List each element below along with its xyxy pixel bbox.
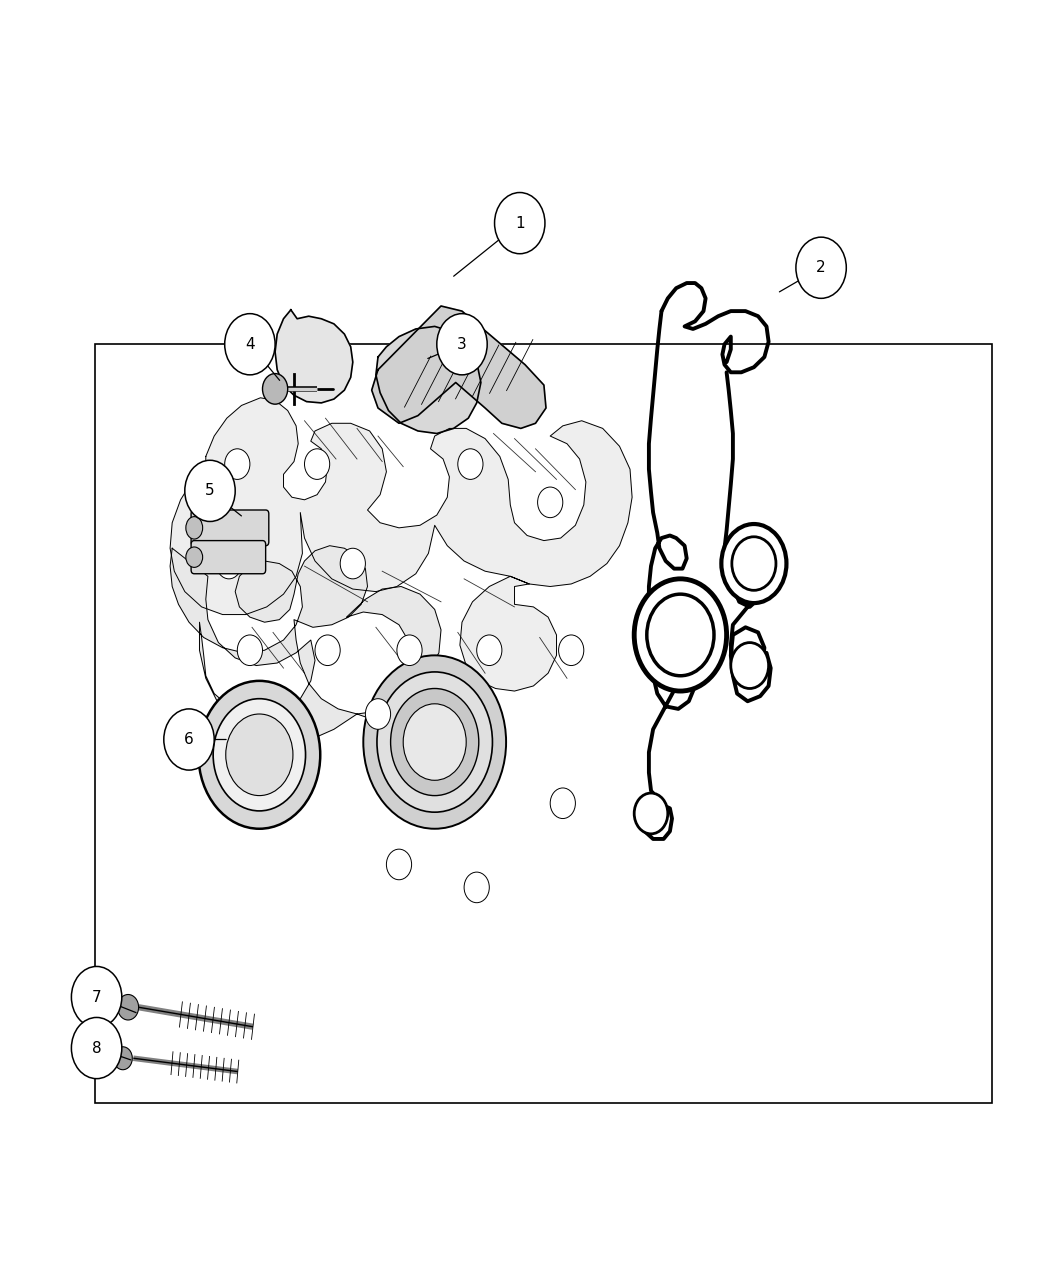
Text: 4: 4 xyxy=(245,337,255,352)
Circle shape xyxy=(363,655,506,829)
Circle shape xyxy=(71,966,122,1028)
FancyBboxPatch shape xyxy=(191,510,269,546)
Circle shape xyxy=(262,374,288,404)
Circle shape xyxy=(403,704,466,780)
Circle shape xyxy=(386,849,412,880)
Circle shape xyxy=(796,237,846,298)
Bar xyxy=(94,344,992,1103)
Circle shape xyxy=(437,314,487,375)
Text: 8: 8 xyxy=(91,1040,102,1056)
Polygon shape xyxy=(170,398,632,691)
Text: 3: 3 xyxy=(457,337,467,352)
Circle shape xyxy=(340,548,365,579)
Circle shape xyxy=(477,635,502,666)
Ellipse shape xyxy=(186,547,203,567)
Circle shape xyxy=(391,688,479,796)
Polygon shape xyxy=(372,306,546,428)
Circle shape xyxy=(164,709,214,770)
Circle shape xyxy=(464,872,489,903)
Circle shape xyxy=(647,594,714,676)
Circle shape xyxy=(634,793,668,834)
Text: 2: 2 xyxy=(816,260,826,275)
Circle shape xyxy=(721,524,786,603)
Text: 5: 5 xyxy=(205,483,215,499)
Circle shape xyxy=(550,788,575,819)
Circle shape xyxy=(304,449,330,479)
Circle shape xyxy=(71,1017,122,1079)
Polygon shape xyxy=(170,546,489,808)
FancyBboxPatch shape xyxy=(191,541,266,574)
Circle shape xyxy=(198,681,320,829)
Text: 7: 7 xyxy=(91,989,102,1005)
Circle shape xyxy=(377,672,492,812)
Text: 6: 6 xyxy=(184,732,194,747)
Circle shape xyxy=(559,635,584,666)
Circle shape xyxy=(315,635,340,666)
Polygon shape xyxy=(275,310,353,403)
Circle shape xyxy=(225,314,275,375)
Circle shape xyxy=(118,994,139,1020)
Circle shape xyxy=(538,487,563,518)
Circle shape xyxy=(365,699,391,729)
Circle shape xyxy=(225,449,250,479)
Text: 1: 1 xyxy=(514,215,525,231)
Circle shape xyxy=(216,548,242,579)
Circle shape xyxy=(226,714,293,796)
Circle shape xyxy=(397,635,422,666)
Circle shape xyxy=(634,579,727,691)
Circle shape xyxy=(185,460,235,521)
Circle shape xyxy=(213,699,306,811)
Circle shape xyxy=(731,643,769,689)
Polygon shape xyxy=(376,326,481,434)
Circle shape xyxy=(495,193,545,254)
Ellipse shape xyxy=(186,516,203,539)
Circle shape xyxy=(732,537,776,590)
Circle shape xyxy=(237,635,262,666)
Circle shape xyxy=(458,449,483,479)
Circle shape xyxy=(113,1047,132,1070)
